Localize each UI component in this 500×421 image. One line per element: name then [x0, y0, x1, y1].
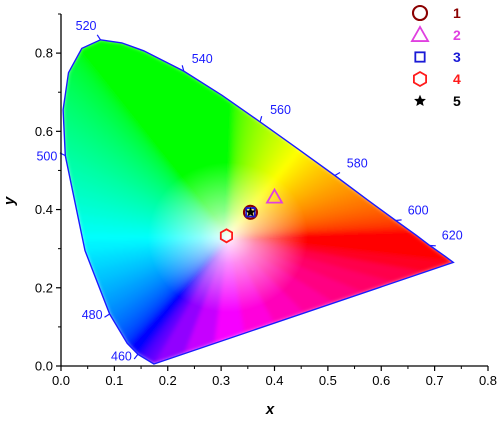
- wavelength-tick: [133, 353, 139, 360]
- spectral-locus-outline: [62, 39, 455, 365]
- wavelength-label: 620: [442, 229, 463, 243]
- x-tick-label: 0.2: [159, 373, 177, 388]
- legend-marker-2: [410, 25, 430, 42]
- x-tick-label: 0.1: [105, 373, 123, 388]
- legend-label: 1: [453, 5, 461, 21]
- data-markers: [219, 187, 284, 244]
- x-tick-label: 0.6: [372, 373, 390, 388]
- wavelength-label: 500: [36, 150, 57, 164]
- wavelength-label: 580: [347, 157, 368, 171]
- y-tick-label: 0.6: [35, 124, 53, 139]
- legend-item: 5: [414, 93, 461, 109]
- y-tick-label: 0.2: [35, 280, 53, 295]
- data-point-1: [242, 204, 259, 220]
- wavelength-tick: [181, 65, 185, 72]
- data-point-4: [219, 228, 234, 244]
- data-point-5: [245, 207, 256, 217]
- legend-item: 2: [410, 25, 461, 43]
- wavelength-tick: [104, 313, 110, 318]
- x-tick-label: 0.3: [212, 373, 230, 388]
- legend-marker-3: [414, 51, 426, 63]
- y-axis-ticks: 0.0 0.2 0.4 0.6 0.8: [35, 13, 61, 374]
- data-point-2: [265, 187, 284, 204]
- wavelength-tick-marks: [59, 34, 436, 360]
- y-tick-label: 0.4: [35, 202, 53, 217]
- legend-marker-1: [411, 4, 429, 22]
- legend-label: 2: [453, 27, 461, 43]
- legend-label: 5: [453, 93, 461, 109]
- legend-item: 1: [411, 4, 461, 22]
- x-tick-label: 0.5: [319, 373, 337, 388]
- wavelength-label: 460: [111, 349, 132, 363]
- legend-label: 4: [453, 71, 461, 87]
- legend-marker-5: [414, 94, 426, 107]
- y-tick-label: 0.0: [35, 359, 53, 374]
- y-axis-label: y: [1, 196, 18, 206]
- y-tick-label: 0.8: [35, 46, 53, 61]
- x-tick-label: 0.0: [52, 373, 70, 388]
- legend-label: 3: [453, 49, 461, 65]
- chromaticity-gamut-fill: [63, 39, 454, 365]
- wavelength-label: 600: [408, 204, 429, 218]
- wavelength-tick: [96, 34, 102, 41]
- wavelength-tick: [395, 219, 402, 222]
- wavelength-tick: [334, 171, 341, 177]
- x-tick-label: 0.4: [265, 373, 283, 388]
- x-axis-ticks: 0.0 0.1 0.2 0.3 0.4 0.5 0.6 0.7 0.8: [52, 366, 497, 388]
- legend-item: 4: [412, 70, 461, 88]
- wavelength-label: 520: [76, 19, 97, 33]
- x-axis-label: x: [265, 401, 275, 418]
- wavelength-label: 560: [270, 103, 291, 117]
- x-tick-label: 0.8: [479, 373, 497, 388]
- white-point-glow: [147, 162, 308, 313]
- wavelength-labels: 460 480 500 520 540 560 580 600 620: [36, 19, 463, 363]
- legend-item: 3: [414, 49, 461, 65]
- legend-marker-4: [412, 70, 428, 88]
- wavelength-label: 540: [192, 52, 213, 66]
- x-tick-label: 0.7: [426, 373, 444, 388]
- wavelength-tick: [259, 116, 263, 123]
- wavelength-label: 480: [82, 308, 103, 322]
- legend: 1 2 3 4 5: [410, 4, 461, 109]
